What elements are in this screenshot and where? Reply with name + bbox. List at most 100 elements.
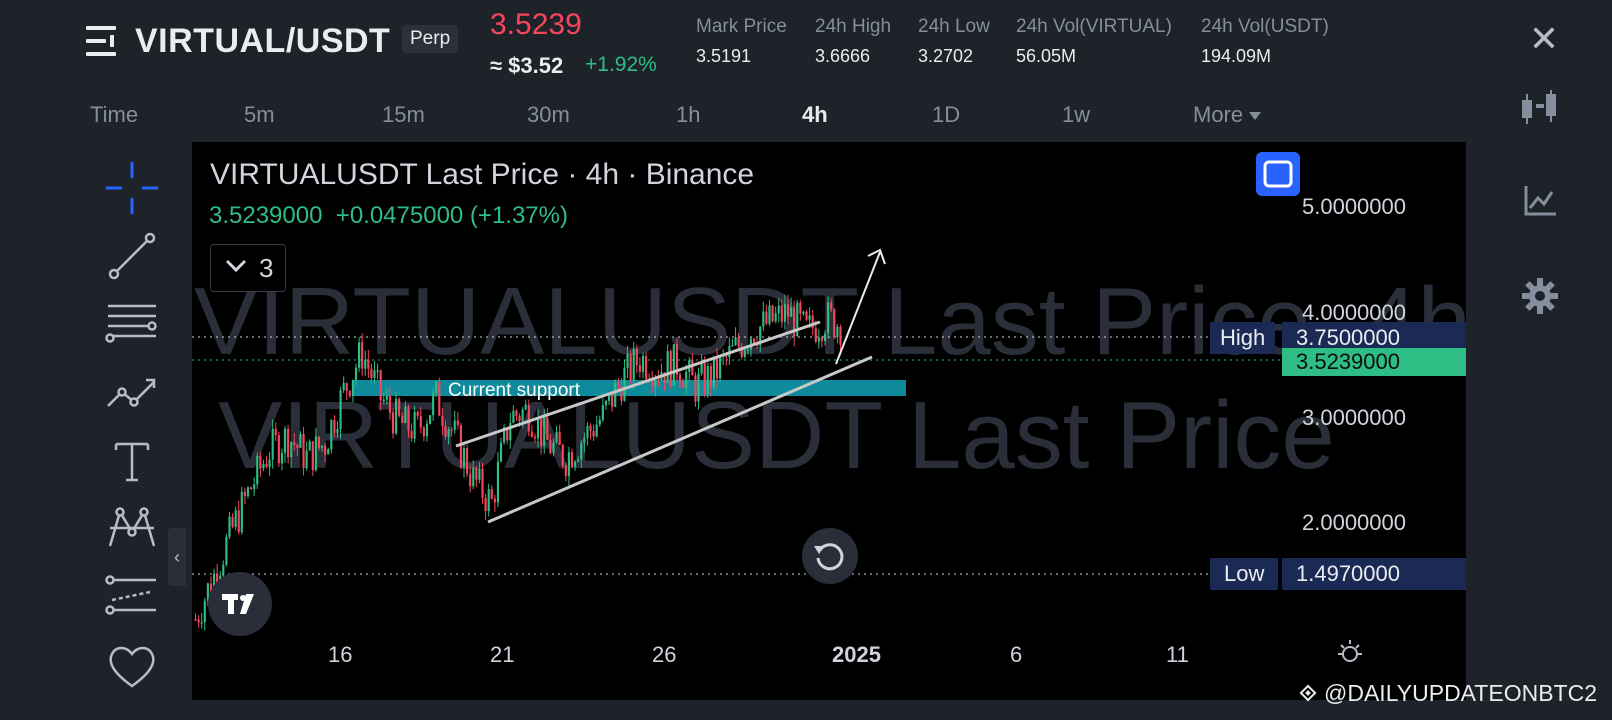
candle-body: [743, 349, 746, 357]
indicator-count: 3: [259, 253, 274, 283]
candle-body: [416, 411, 419, 417]
candle-body: [379, 370, 382, 401]
candle-body: [774, 313, 777, 322]
stat-24h-high: 24h High 3.6666: [815, 16, 891, 67]
candle-body: [401, 415, 404, 423]
credit-text: @DAILYUPDATEONBTC2: [1324, 680, 1597, 706]
candle-body: [422, 427, 425, 437]
candle-body: [577, 459, 580, 462]
candle-body: [521, 409, 524, 422]
pattern-icon[interactable]: [102, 498, 162, 558]
y-tick-label: 5.0000000: [1302, 194, 1406, 219]
close-icon[interactable]: ✕: [1528, 18, 1560, 59]
candle-body: [752, 338, 756, 344]
chevron-down-icon: [225, 259, 247, 273]
candle-body: [385, 395, 388, 400]
candle-body: [370, 368, 373, 378]
interval-1h[interactable]: 1h: [676, 102, 701, 127]
measure-icon[interactable]: [102, 566, 162, 626]
candle-body: [410, 430, 413, 439]
path-icon[interactable]: [102, 362, 162, 422]
candle-body: [638, 365, 641, 372]
candle-body: [271, 428, 274, 460]
candle-body: [611, 393, 614, 407]
interval-more[interactable]: More: [1193, 102, 1262, 128]
reset-chart-button[interactable]: [802, 528, 858, 584]
price-chart[interactable]: VIRTUALUSDT Last Price, 4h VIRTUALUSDT L…: [192, 142, 1466, 700]
candle-body: [382, 399, 385, 402]
trend-line-icon[interactable]: [102, 226, 162, 286]
chart-change: +0.0475000 (+1.37%): [335, 202, 568, 229]
candle-body: [823, 333, 827, 341]
x-tick-label: 11: [1166, 642, 1189, 667]
candle-body: [200, 622, 203, 624]
candle-body: [398, 398, 401, 416]
interval-15m[interactable]: 15m: [382, 102, 425, 127]
chart-canvas: [192, 248, 1282, 631]
candle-body: [632, 348, 635, 381]
candle-body: [450, 429, 453, 431]
chart-line-icon[interactable]: [1518, 178, 1562, 222]
candles-icon[interactable]: [1518, 86, 1562, 130]
candle-body: [820, 337, 824, 341]
candle-body: [234, 510, 237, 527]
crosshair-icon[interactable]: [102, 158, 162, 218]
menu-icon[interactable]: [86, 24, 120, 58]
interval-5m[interactable]: 5m: [244, 102, 275, 127]
collapse-toolbar-button[interactable]: ‹: [168, 528, 186, 586]
stat-value: 3.2702: [918, 46, 974, 66]
candle-body: [487, 489, 490, 511]
candle-body: [672, 344, 675, 386]
candle-body: [765, 311, 768, 324]
current-price-tag: 3.5239000: [1282, 348, 1466, 376]
candle-body: [805, 311, 808, 320]
gear-icon[interactable]: [1518, 274, 1562, 318]
support-label: Current support: [448, 380, 581, 401]
interval-time[interactable]: Time: [90, 102, 139, 127]
binance-diamond-icon: [1299, 684, 1317, 702]
interval-30m[interactable]: 30m: [527, 102, 570, 127]
candle-body: [700, 363, 703, 374]
interval-1w[interactable]: 1w: [1062, 102, 1091, 127]
candle-body: [604, 400, 608, 406]
candle-body: [277, 435, 280, 464]
y-tick-label: 2.0000000: [1302, 510, 1406, 535]
candle-body: [419, 416, 422, 428]
stat-24h-vol-base: 24h Vol(VIRTUAL) 56.05M: [1016, 16, 1172, 67]
candle-body: [475, 467, 478, 480]
candle-body: [503, 427, 506, 443]
candle-body: [518, 415, 521, 422]
watermark-line2: VIRTUALUSDT Last Price: [218, 382, 1335, 489]
candle-body: [305, 450, 308, 469]
candle-body: [536, 419, 540, 439]
stat-value: 3.5191: [696, 46, 752, 66]
candle-body: [558, 431, 561, 445]
stat-label: 24h Vol(VIRTUAL): [1016, 16, 1172, 37]
text-icon[interactable]: [102, 430, 162, 490]
indicators-toggle[interactable]: 3: [210, 244, 286, 292]
symbol-title[interactable]: VIRTUAL/USDT: [135, 22, 391, 60]
fullscreen-button[interactable]: [1256, 152, 1300, 196]
candle-body: [623, 368, 626, 401]
candle-body: [657, 377, 660, 380]
settings-sun-icon[interactable]: [1336, 638, 1364, 666]
candle-body: [719, 356, 722, 379]
tradingview-logo[interactable]: [208, 572, 272, 636]
candle-body: [570, 452, 574, 468]
candle-body: [530, 431, 533, 437]
parallel-lines-icon[interactable]: [102, 294, 162, 354]
candle-body: [496, 461, 500, 503]
candle-body: [367, 359, 370, 369]
candle-body: [243, 491, 246, 497]
candle-body: [336, 429, 339, 434]
interval-4h[interactable]: 4h: [802, 102, 828, 127]
candle-body: [552, 442, 555, 454]
interval-1d[interactable]: 1D: [932, 102, 961, 127]
candle-body: [734, 337, 737, 345]
favorites-icon[interactable]: [102, 634, 162, 694]
candle-body: [330, 420, 333, 450]
stat-mark-price: Mark Price 3.5191: [696, 16, 787, 67]
candle-body: [290, 442, 293, 458]
candle-body: [432, 393, 435, 416]
candle-body: [811, 315, 814, 329]
